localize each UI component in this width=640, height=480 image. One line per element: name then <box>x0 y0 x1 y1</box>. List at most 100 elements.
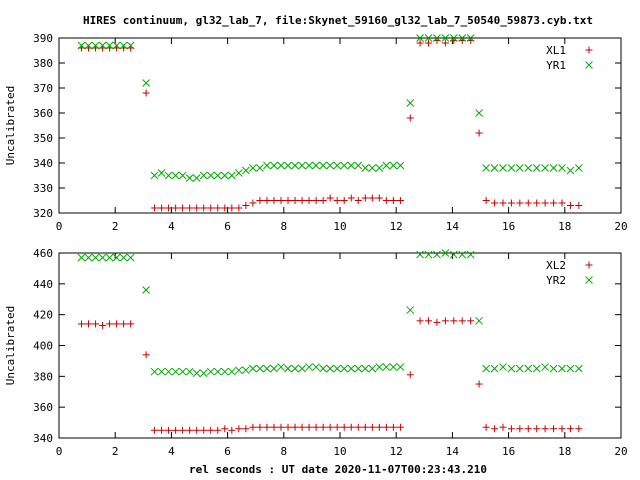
marker-stroke <box>312 363 320 371</box>
data-point <box>150 367 159 376</box>
data-point <box>105 253 114 262</box>
data-point <box>127 320 135 328</box>
marker-stroke <box>206 171 215 180</box>
marker-stroke <box>549 364 558 373</box>
data-point <box>249 423 257 431</box>
data-point <box>106 320 114 328</box>
y-tick-label: 340 <box>33 157 53 170</box>
data-point <box>185 174 194 182</box>
data-point <box>441 39 449 47</box>
data-point <box>112 253 121 262</box>
marker-stroke <box>566 364 575 373</box>
marker-stroke <box>499 164 507 172</box>
data-point <box>396 197 404 204</box>
marker-stroke <box>396 161 405 170</box>
x-tick-label: 6 <box>224 220 231 233</box>
data-point <box>158 204 166 212</box>
data-point <box>213 367 222 376</box>
marker-stroke <box>406 99 415 107</box>
marker-stroke <box>319 364 327 373</box>
x-tick-label: 4 <box>168 445 175 458</box>
data-point <box>475 109 483 117</box>
data-point <box>416 39 424 47</box>
data-point <box>113 320 121 328</box>
data-point <box>541 425 549 433</box>
marker-stroke <box>585 276 593 284</box>
x-tick-label: 20 <box>614 445 627 458</box>
data-point <box>558 164 566 172</box>
data-point <box>298 197 306 204</box>
data-point <box>227 171 236 180</box>
data-point <box>354 197 362 204</box>
data-point <box>319 423 327 431</box>
marker-stroke <box>333 364 342 373</box>
data-point <box>284 197 292 204</box>
data-point <box>305 363 313 371</box>
data-point <box>319 197 327 204</box>
data-point <box>406 306 415 314</box>
data-point <box>347 364 356 373</box>
marker-stroke <box>91 41 100 50</box>
marker-stroke <box>220 367 229 376</box>
series-yr1 <box>77 34 583 182</box>
marker-stroke <box>242 166 250 175</box>
legend-label: YR1 <box>546 59 566 72</box>
data-point <box>319 364 327 373</box>
data-point <box>234 366 243 375</box>
data-point <box>533 199 541 207</box>
data-point <box>375 363 384 371</box>
marker-stroke <box>227 367 236 376</box>
data-point <box>277 197 285 204</box>
marker-stroke <box>249 164 257 172</box>
y-axis-label: Uncalibrated <box>4 86 17 165</box>
marker-stroke <box>192 369 201 378</box>
marker-stroke <box>368 164 377 172</box>
data-point <box>326 194 334 202</box>
marker-stroke <box>416 250 424 259</box>
data-point <box>277 363 285 371</box>
marker-stroke <box>382 363 391 371</box>
data-point <box>433 250 441 259</box>
data-point <box>347 161 356 170</box>
marker-stroke <box>347 161 356 170</box>
data-point <box>361 364 370 373</box>
data-point <box>242 202 250 209</box>
y-tick-label: 370 <box>33 82 53 95</box>
data-point <box>499 164 507 172</box>
marker-stroke <box>263 364 271 373</box>
data-point <box>541 164 549 172</box>
x-tick-label: 6 <box>224 445 231 458</box>
x-tick-label: 10 <box>333 445 346 458</box>
legend-marker <box>585 61 593 69</box>
y-tick-label: 380 <box>33 370 53 383</box>
marker-stroke <box>206 367 215 376</box>
marker-stroke <box>91 253 100 262</box>
chart-title: HIRES continuum, gl32_lab_7, file:Skynet… <box>83 14 593 27</box>
data-point <box>507 425 515 433</box>
plot-frame <box>58 37 622 214</box>
marker-stroke <box>507 364 516 373</box>
data-point <box>416 34 424 42</box>
data-point <box>361 423 369 431</box>
data-point <box>312 197 320 204</box>
series-yr2 <box>77 249 583 378</box>
data-point <box>347 194 355 202</box>
data-point <box>164 367 173 376</box>
data-point <box>361 194 369 202</box>
marker-stroke <box>499 363 507 371</box>
data-point <box>319 161 327 170</box>
data-point <box>291 423 299 431</box>
data-point <box>312 423 320 431</box>
data-point <box>368 194 376 202</box>
data-point <box>126 41 135 50</box>
data-point <box>207 204 215 212</box>
marker-stroke <box>199 369 208 378</box>
data-point <box>263 423 271 431</box>
data-point <box>449 34 458 42</box>
data-point <box>242 425 250 433</box>
data-point <box>424 250 433 259</box>
marker-stroke <box>458 250 467 259</box>
data-point <box>516 425 524 433</box>
data-point <box>270 197 278 204</box>
data-point <box>298 423 306 431</box>
